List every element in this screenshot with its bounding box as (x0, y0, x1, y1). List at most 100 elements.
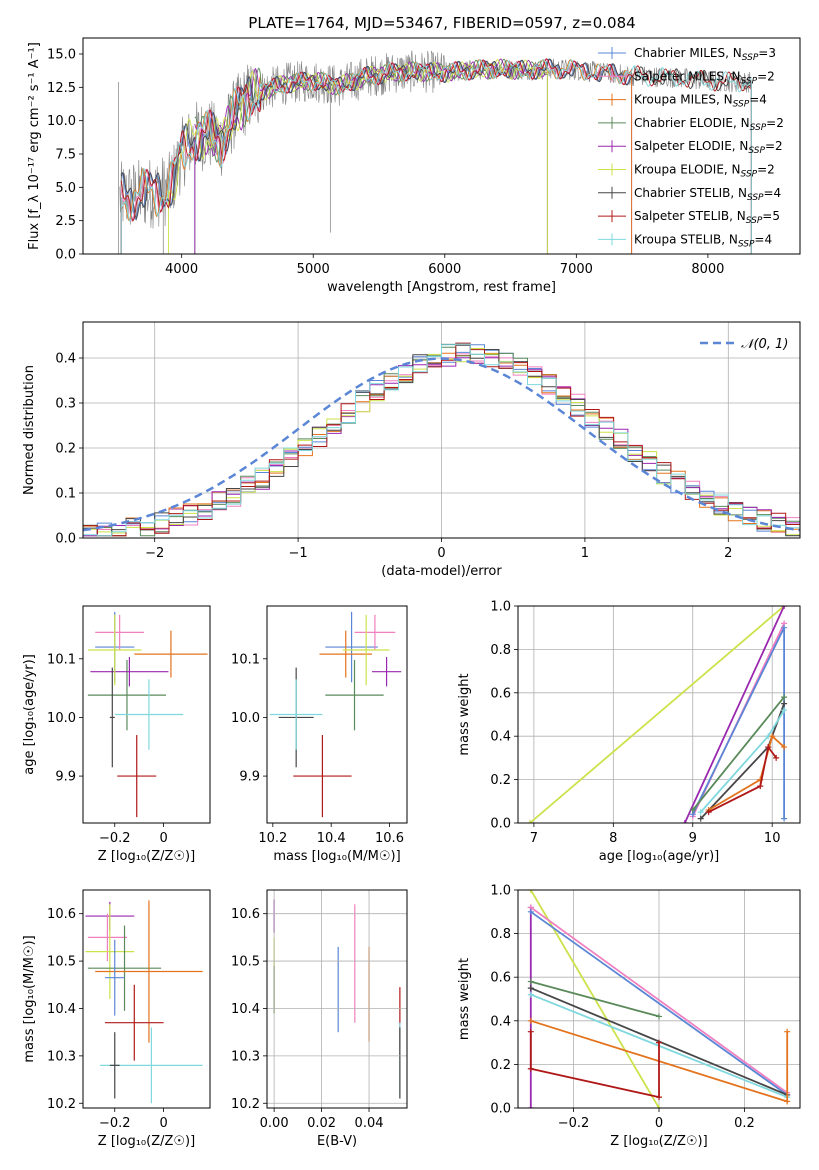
y-tick-label: 10.2 (231, 1097, 260, 1112)
y-tick-label: 2.5 (55, 214, 76, 229)
weight-marker (781, 694, 788, 701)
x-tick-label: −1 (289, 546, 308, 561)
weight-marker (705, 809, 712, 816)
x-tick-label: 6000 (428, 262, 461, 277)
weight-line (530, 980, 660, 1018)
x-tick-label: 10.4 (317, 831, 346, 846)
weight-marker (781, 744, 788, 751)
y-tick-label: 10.6 (47, 907, 76, 922)
y-tick-label: 0.3 (55, 397, 76, 412)
y-axis-label: Normed distribution (22, 365, 37, 495)
weight-marker (527, 1105, 534, 1108)
x-axis-label: Z [log₁₀(Z/Z☉)] (98, 1134, 195, 1149)
age-vs-mass-panel-frame (266, 605, 408, 824)
x-tick-label: 8 (609, 831, 617, 846)
plot-area (527, 890, 791, 1108)
legend-entry: Chabrier MILES, NSSP=3 (634, 46, 776, 63)
x-tick-label: 2 (724, 546, 732, 561)
y-tick-label: 10.3 (231, 1049, 260, 1064)
weight-line (708, 744, 777, 813)
y-tick-label: 9.9 (55, 770, 76, 785)
weight-marker (527, 1017, 534, 1024)
x-tick-label: 8000 (691, 262, 724, 277)
weight-marker (781, 606, 788, 609)
weight-marker (526, 820, 533, 823)
plot-area (87, 611, 208, 818)
plot-area (267, 890, 407, 1108)
y-tick-label: 10.5 (47, 955, 76, 970)
y-axis-label: mass [log₁₀(M/M☉)] (22, 935, 37, 1062)
residuals-legend: 𝒩(0, 1) (700, 337, 788, 352)
y-tick-label: 12.5 (47, 81, 76, 96)
y-tick-label: 1.0 (490, 884, 511, 899)
mass-vs-ebv-panel-frame (266, 889, 408, 1109)
spectrum-legend: Chabrier MILES, NSSP=3 Salpeter MILES, NS… (598, 46, 784, 249)
weight-vs-z-panel: −0.2 0 0.2 0.0 0.2 0.4 0.6 0.8 1.0 Z [log₁₀(Z/Z☉)… (457, 884, 801, 1149)
histogram-step (83, 343, 800, 537)
x-axis-label: Z [log₁₀(Z/Z☉)] (98, 849, 195, 864)
weight-line (529, 606, 785, 823)
x-tick-label: 7000 (560, 262, 593, 277)
y-tick-label: 7.5 (55, 148, 76, 163)
y-tick-label: 0.0 (55, 248, 76, 263)
mass-vs-z-panel-frame (82, 889, 211, 1109)
x-tick-label: −0.2 (558, 1116, 590, 1131)
spectrum-model-line (120, 58, 752, 222)
y-tick-label: 0.4 (55, 352, 76, 367)
age-vs-z-panel: −0.2 0 9.9 10.0 10.1 Z [log₁₀(Z/Z☉)] age [log₁… (22, 605, 211, 864)
y-tick-label: 10.0 (47, 711, 76, 726)
weight-marker (781, 624, 788, 631)
weight-marker (656, 1094, 662, 1101)
legend-entry: Kroupa STELIB, NSSP=4 (634, 232, 772, 249)
legend-entry: Kroupa MILES, NSSP=4 (634, 93, 767, 110)
x-tick-label: −0.2 (99, 831, 131, 846)
legend-entry: Kroupa ELODIE, NSSP=2 (634, 163, 775, 180)
spectrum-panel: 4000 5000 6000 7000 8000 0.0 2.5 5.0 7.5 10.0 12.5… (27, 37, 801, 295)
spectrum-model-line (120, 58, 752, 222)
y-tick-label: 10.0 (231, 711, 260, 726)
weight-line (530, 906, 788, 1094)
x-tick-label: 4000 (165, 262, 198, 277)
legend-entry: 𝒩(0, 1) (741, 337, 788, 352)
x-tick-label: 9 (689, 831, 697, 846)
plot-area (85, 900, 203, 1104)
weight-marker (527, 890, 534, 893)
y-tick-label: 10.4 (47, 1002, 76, 1017)
weight-marker (656, 1039, 662, 1046)
weight-marker (784, 1098, 791, 1105)
legend-entry: Salpeter ELODIE, NSSP=2 (634, 139, 783, 156)
y-tick-label: 10.6 (231, 907, 260, 922)
x-axis-label: Z [log₁₀(Z/Z☉)] (610, 1134, 707, 1149)
y-tick-label: 5.0 (55, 181, 76, 196)
x-tick-label: 0.2 (734, 1116, 755, 1131)
weight-marker (697, 809, 704, 816)
x-tick-label: −0.2 (99, 1116, 131, 1131)
y-tick-label: 10.0 (47, 114, 76, 129)
x-tick-label: −2 (145, 546, 164, 561)
y-tick-label: 0.6 (490, 686, 511, 701)
y-axis-label: Flux [f_λ 10⁻¹⁷ erg cm⁻² s⁻¹ A⁻¹] (27, 42, 42, 250)
x-axis-label: age [log₁₀(age/yr)] (599, 849, 720, 864)
y-tick-label: 0.2 (490, 773, 511, 788)
x-tick-label: 10.2 (258, 831, 287, 846)
weight-marker (773, 754, 780, 761)
x-tick-label: 0 (655, 1116, 663, 1131)
y-axis-label: age [log₁₀(age/yr)] (22, 654, 37, 775)
y-tick-label: 0.8 (490, 927, 511, 942)
x-tick-label: 0.04 (355, 1116, 384, 1131)
weight-marker (527, 991, 534, 998)
spectrum-model-line (168, 59, 548, 201)
figure-title: PLATE=1764, MJD=53467, FIBERID=0597, z=0… (248, 14, 635, 32)
residuals-frame (82, 321, 801, 539)
mass-vs-ebv-panel: 0.00 0.02 0.04 10.2 10.3 10.4 10.5 10.6 E(B-V) (231, 889, 408, 1149)
legend-entry: Chabrier STELIB, NSSP=4 (634, 186, 781, 203)
weight-line (692, 696, 785, 811)
weight-marker (784, 1028, 791, 1035)
weight-line (691, 627, 785, 819)
x-tick-label: 0 (159, 1116, 167, 1131)
x-axis-label: mass [log₁₀(M/M☉)] (273, 849, 400, 864)
y-axis-label: mass weight (457, 673, 472, 755)
weight-marker (781, 815, 788, 822)
y-tick-label: 0.0 (55, 532, 76, 547)
